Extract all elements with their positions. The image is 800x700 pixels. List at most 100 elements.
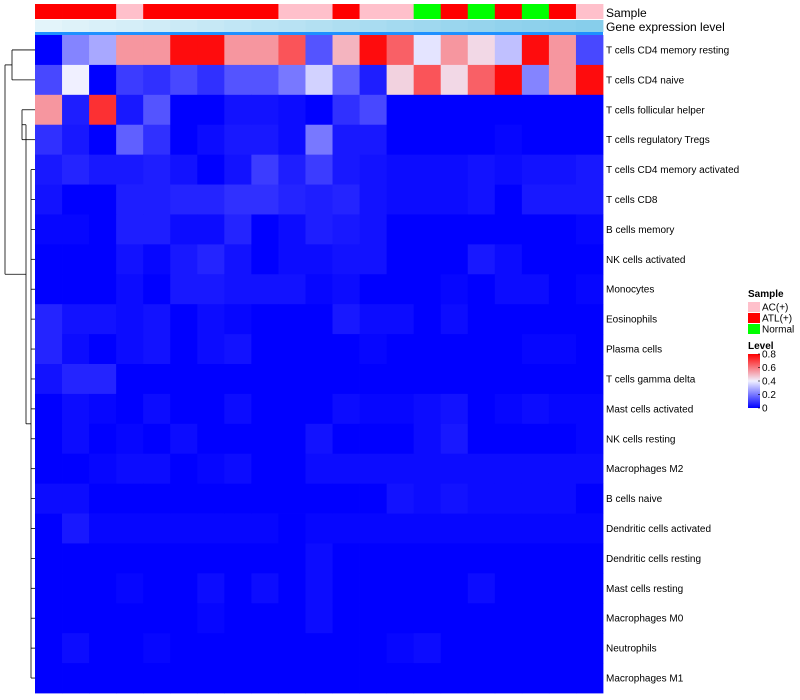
heatmap-cell bbox=[467, 543, 496, 574]
sample-annotation-cell bbox=[494, 4, 523, 19]
heatmap-cell bbox=[278, 244, 306, 275]
heatmap-cell bbox=[170, 573, 198, 604]
heatmap-cell bbox=[89, 94, 117, 126]
heatmap-cell bbox=[143, 513, 171, 544]
heatmap-cell bbox=[332, 334, 360, 365]
gene-expression-cell bbox=[170, 20, 198, 32]
heatmap-cell bbox=[521, 393, 550, 425]
heatmap-cell bbox=[197, 124, 225, 156]
heatmap-cell bbox=[197, 633, 225, 664]
heatmap-cell bbox=[278, 304, 306, 335]
heatmap-cell bbox=[251, 633, 279, 664]
heatmap-cell bbox=[251, 334, 279, 365]
heatmap-cell bbox=[62, 94, 90, 126]
heatmap-cell bbox=[413, 633, 442, 664]
heatmap-cell bbox=[224, 603, 252, 634]
heatmap-cell bbox=[278, 393, 306, 425]
heatmap-cell bbox=[521, 274, 550, 305]
heatmap-cell bbox=[440, 244, 469, 275]
heatmap-cell bbox=[413, 603, 442, 634]
heatmap-cell bbox=[359, 543, 388, 574]
heatmap-cell bbox=[494, 64, 523, 96]
heatmap-cell bbox=[413, 154, 442, 185]
heatmap-cell bbox=[440, 154, 469, 185]
heatmap-cell bbox=[575, 154, 604, 185]
heatmap-cell bbox=[440, 214, 469, 245]
heatmap-cell bbox=[89, 364, 117, 395]
heatmap-cell bbox=[521, 184, 550, 215]
heatmap-cell bbox=[386, 94, 415, 126]
heatmap-cell bbox=[62, 573, 90, 604]
heatmap-cell bbox=[89, 603, 117, 634]
heatmap-cell bbox=[197, 334, 225, 365]
heatmap-cell bbox=[575, 244, 604, 275]
heatmap-cell bbox=[467, 154, 496, 185]
heatmap-cell bbox=[278, 154, 306, 185]
heatmap-cell bbox=[467, 94, 496, 126]
row-label: B cells naive bbox=[606, 494, 663, 505]
heatmap-cell bbox=[386, 603, 415, 634]
row-label: Macrophages M0 bbox=[606, 614, 684, 625]
heatmap-cell bbox=[575, 513, 604, 544]
heatmap-cell bbox=[575, 453, 604, 485]
heatmap-cell bbox=[224, 453, 252, 485]
heatmap-cell bbox=[332, 274, 360, 305]
heatmap-cell bbox=[251, 573, 279, 604]
heatmap-cell bbox=[575, 364, 604, 395]
heatmap-cell bbox=[197, 304, 225, 335]
heatmap-cell bbox=[116, 513, 144, 544]
heatmap-cell bbox=[386, 154, 415, 185]
heatmap-cell bbox=[305, 35, 333, 66]
legend-tick-label: 0 bbox=[762, 404, 768, 415]
legend-level-ticks: 0.8 0.6 0.4 0.2 0 bbox=[758, 350, 776, 415]
heatmap-cell bbox=[359, 633, 388, 664]
heatmap-cell bbox=[278, 35, 306, 66]
heatmap-cell bbox=[575, 184, 604, 215]
heatmap-cell bbox=[143, 573, 171, 604]
heatmap-cell bbox=[548, 274, 577, 305]
heatmap-cell bbox=[62, 543, 90, 574]
heatmap-cell bbox=[62, 633, 90, 664]
heatmap-cell bbox=[494, 483, 523, 514]
heatmap-cell bbox=[251, 214, 279, 245]
heatmap-cell bbox=[251, 483, 279, 514]
legend: Sample AC(+)ATL(+)Normal Level 0.8 0.6 0.4… bbox=[748, 289, 794, 415]
legend-sample-items: AC(+)ATL(+)Normal bbox=[748, 302, 794, 336]
heatmap-cell bbox=[35, 573, 63, 604]
heatmap-cell bbox=[332, 543, 360, 574]
heatmap-cell bbox=[494, 393, 523, 425]
heatmap-cell bbox=[116, 603, 144, 634]
row-labels: T cells CD4 memory resting T cells CD4 na… bbox=[606, 45, 739, 684]
heatmap-cell bbox=[143, 334, 171, 365]
heatmap-cell bbox=[548, 334, 577, 365]
gene-expression-cell bbox=[548, 20, 577, 32]
heatmap-cell bbox=[35, 423, 63, 455]
heatmap-cell bbox=[197, 543, 225, 574]
heatmap-cell bbox=[278, 603, 306, 634]
gene-expression-cell bbox=[143, 20, 171, 32]
heatmap-cell bbox=[278, 364, 306, 395]
heatmap-cell bbox=[548, 364, 577, 395]
heatmap-cell bbox=[305, 244, 333, 275]
heatmap-cell bbox=[521, 154, 550, 185]
heatmap-cell bbox=[116, 244, 144, 275]
heatmap-cell bbox=[305, 304, 333, 335]
heatmap-cell bbox=[332, 244, 360, 275]
heatmap-cell bbox=[224, 633, 252, 664]
heatmap-cell bbox=[575, 274, 604, 305]
legend-label: ATL(+) bbox=[762, 314, 792, 325]
heatmap-cell bbox=[467, 663, 496, 694]
heatmap-cell bbox=[62, 483, 90, 514]
row-label: T cells follicular helper bbox=[606, 105, 705, 116]
heatmap-cell bbox=[224, 543, 252, 574]
heatmap-cell bbox=[116, 663, 144, 694]
heatmap-cell bbox=[143, 94, 171, 126]
heatmap-cell bbox=[89, 274, 117, 305]
heatmap-cell bbox=[413, 364, 442, 395]
legend-label: Normal bbox=[762, 325, 794, 336]
heatmap-cell bbox=[305, 184, 333, 215]
heatmap-cell bbox=[440, 35, 469, 66]
heatmap-cell bbox=[35, 214, 63, 245]
heatmap-cell bbox=[197, 663, 225, 694]
